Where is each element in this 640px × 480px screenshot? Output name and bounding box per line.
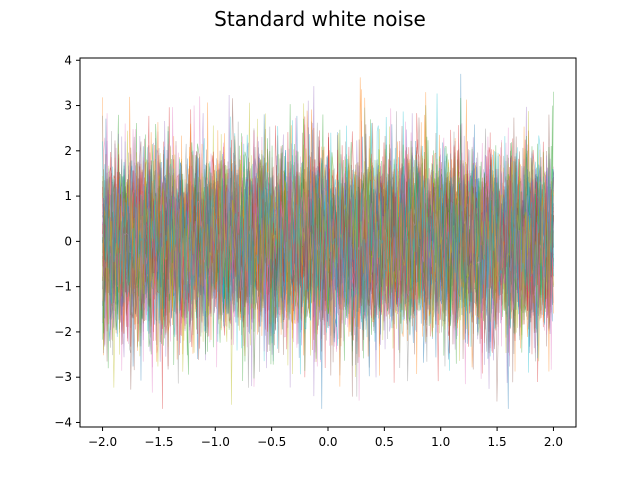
x-tick-label: 1.0 — [431, 435, 450, 449]
x-axis: −2.0 −1.5 −1.0 −0.5 0.0 0.5 1.0 1.5 2.0 — [88, 427, 563, 449]
y-tick-label: 2 — [64, 144, 72, 158]
noise-series-line — [102, 102, 554, 388]
y-tick-label: 3 — [64, 99, 72, 113]
y-tick-label: −3 — [54, 370, 72, 384]
y-axis: −4 −3 −2 −1 0 1 2 3 4 — [54, 53, 80, 429]
x-tick-label: −2.0 — [88, 435, 117, 449]
series-layer — [102, 73, 554, 409]
x-tick-label: 0.0 — [318, 435, 337, 449]
y-tick-label: −1 — [54, 280, 72, 294]
noise-series-line — [102, 120, 554, 375]
x-tick-label: −1.5 — [144, 435, 173, 449]
x-tick-label: 1.5 — [488, 435, 507, 449]
x-tick-label: −1.0 — [201, 435, 230, 449]
y-tick-label: 1 — [64, 189, 72, 203]
x-tick-label: −0.5 — [257, 435, 286, 449]
noise-series-line — [102, 98, 554, 371]
y-tick-label: −4 — [54, 415, 72, 429]
y-tick-label: −2 — [54, 325, 72, 339]
x-tick-label: 2.0 — [544, 435, 563, 449]
chart-title: Standard white noise — [214, 7, 426, 31]
y-tick-label: 0 — [64, 234, 72, 248]
y-tick-label: 4 — [64, 53, 72, 67]
x-tick-label: 0.5 — [375, 435, 394, 449]
